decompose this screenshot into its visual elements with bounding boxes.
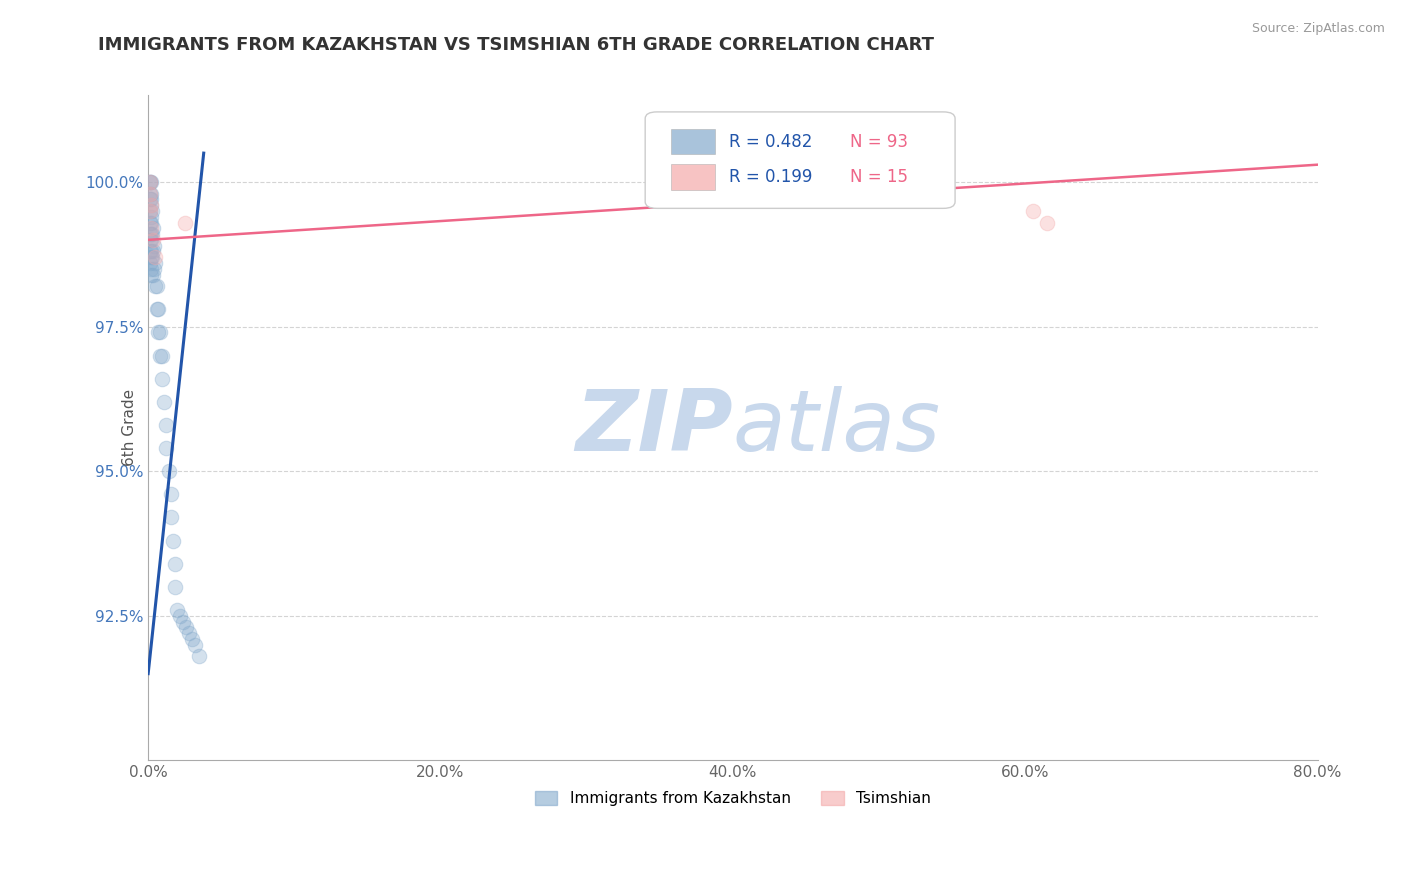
Point	[139, 175, 162, 189]
Text: ZIP: ZIP	[575, 386, 733, 469]
Point	[150, 349, 173, 363]
Text: atlas: atlas	[733, 386, 941, 469]
Point	[173, 215, 195, 229]
Point	[139, 186, 162, 201]
Point	[141, 221, 163, 235]
Point	[184, 638, 207, 652]
Legend: Immigrants from Kazakhstan, Tsimshian: Immigrants from Kazakhstan, Tsimshian	[529, 785, 938, 813]
Point	[141, 203, 163, 218]
Point	[142, 221, 165, 235]
Text: IMMIGRANTS FROM KAZAKHSTAN VS TSIMSHIAN 6TH GRADE CORRELATION CHART: IMMIGRANTS FROM KAZAKHSTAN VS TSIMSHIAN …	[98, 36, 935, 54]
Point	[139, 198, 162, 212]
Point	[188, 649, 211, 664]
Point	[141, 227, 163, 241]
Point	[150, 372, 173, 386]
Point	[139, 175, 162, 189]
Point	[145, 279, 167, 293]
Point	[146, 279, 169, 293]
Text: N = 93: N = 93	[849, 133, 908, 151]
Point	[139, 203, 162, 218]
Point	[149, 326, 172, 340]
Point	[181, 632, 204, 646]
Point	[139, 268, 162, 282]
Point	[139, 193, 162, 207]
Point	[166, 603, 188, 617]
Point	[139, 175, 162, 189]
Point	[141, 261, 163, 276]
Point	[145, 250, 167, 264]
Point	[139, 186, 162, 201]
Point	[145, 256, 167, 270]
Point	[142, 268, 165, 282]
Point	[141, 198, 163, 212]
Point	[159, 510, 181, 524]
Text: Source: ZipAtlas.com: Source: ZipAtlas.com	[1251, 22, 1385, 36]
Point	[139, 256, 162, 270]
Point	[174, 620, 197, 634]
FancyBboxPatch shape	[645, 112, 955, 209]
Point	[165, 557, 187, 571]
Text: N = 15: N = 15	[849, 168, 908, 186]
Point	[162, 533, 184, 548]
Point	[1036, 215, 1059, 229]
Point	[139, 186, 162, 201]
Point	[139, 233, 162, 247]
Point	[139, 175, 162, 189]
Point	[153, 394, 176, 409]
Point	[172, 615, 194, 629]
Point	[148, 326, 170, 340]
Text: R = 0.199: R = 0.199	[730, 168, 813, 186]
Text: R = 0.482: R = 0.482	[730, 133, 813, 151]
Point	[148, 302, 170, 317]
FancyBboxPatch shape	[671, 129, 716, 154]
Point	[141, 244, 163, 259]
Point	[143, 261, 166, 276]
Point	[141, 250, 163, 264]
Point	[141, 193, 163, 207]
Point	[139, 227, 162, 241]
Point	[177, 626, 200, 640]
Point	[139, 250, 162, 264]
Point	[141, 210, 163, 224]
Point	[155, 417, 177, 432]
Point	[142, 233, 165, 247]
Point	[149, 349, 172, 363]
Point	[169, 608, 191, 623]
Point	[139, 244, 162, 259]
Point	[139, 233, 162, 247]
Point	[143, 238, 166, 252]
Point	[157, 464, 180, 478]
Point	[155, 441, 177, 455]
Y-axis label: 6th Grade: 6th Grade	[122, 389, 136, 467]
Point	[142, 244, 165, 259]
Point	[139, 215, 162, 229]
Point	[165, 580, 187, 594]
FancyBboxPatch shape	[671, 164, 716, 190]
Point	[139, 203, 162, 218]
Point	[1021, 203, 1043, 218]
Point	[146, 302, 169, 317]
Point	[139, 215, 162, 229]
Point	[141, 227, 163, 241]
Point	[159, 487, 181, 501]
